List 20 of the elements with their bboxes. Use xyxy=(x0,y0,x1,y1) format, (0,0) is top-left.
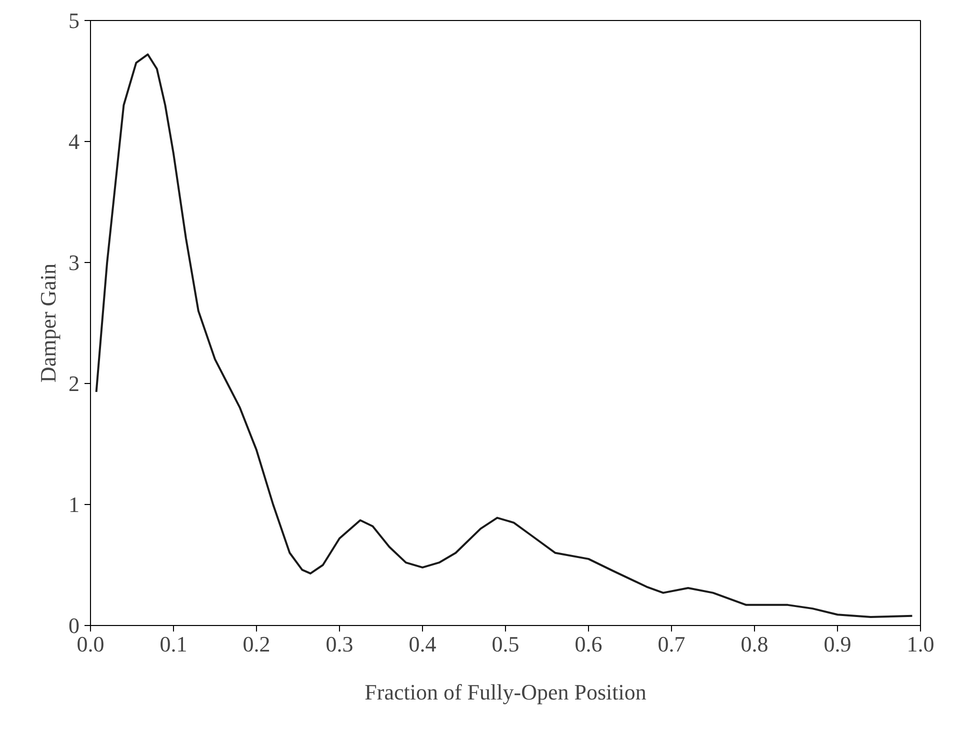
y-tick-label: 0 xyxy=(68,613,80,638)
x-tick-label: 0.2 xyxy=(242,632,270,656)
x-tick-label: 1.0 xyxy=(906,632,934,656)
x-tick-label: 0.8 xyxy=(740,632,768,656)
x-tick-label: 0.9 xyxy=(824,632,852,656)
y-tick-label: 2 xyxy=(68,371,80,396)
y-tick-label: 4 xyxy=(68,129,80,154)
x-tick-label: 0.3 xyxy=(326,632,354,656)
x-tick-label: 0.7 xyxy=(658,632,686,656)
x-tick-label: 0.4 xyxy=(408,632,436,656)
y-tick-label: 5 xyxy=(68,8,80,33)
y-tick-label: 1 xyxy=(68,492,80,517)
x-tick-label: 0.6 xyxy=(574,632,602,656)
x-axis-title: Fraction of Fully-Open Position xyxy=(364,680,646,704)
line-series xyxy=(95,53,914,618)
y-tick-label: 3 xyxy=(68,250,80,275)
x-tick-label: 0.1 xyxy=(160,632,188,656)
x-tick-label: 0.0 xyxy=(76,632,104,656)
x-tick-label: 0.5 xyxy=(492,632,520,656)
y-axis-title: Damper Gain xyxy=(36,263,60,383)
